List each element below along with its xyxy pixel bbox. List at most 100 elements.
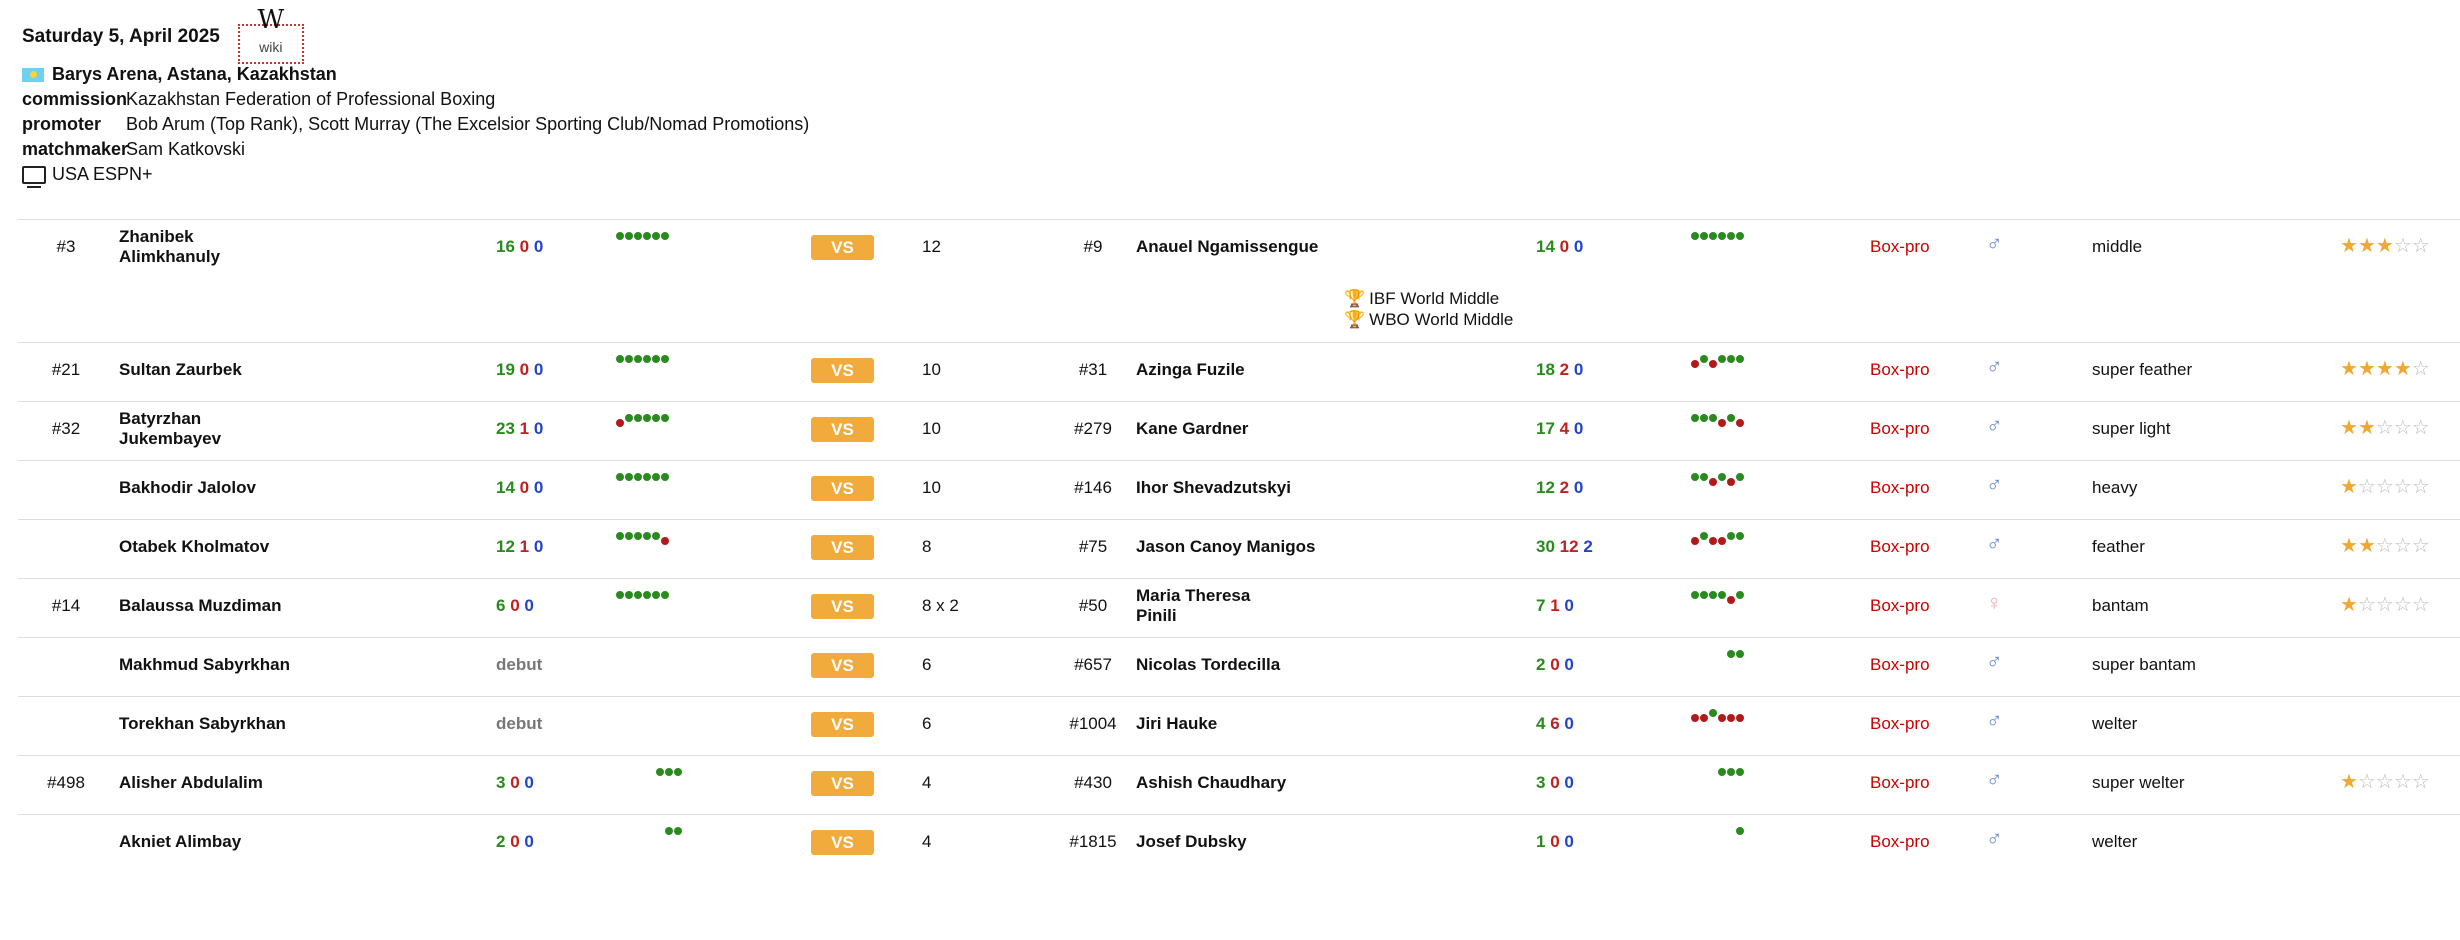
draws: 0 [1573, 478, 1584, 497]
win-dot [1709, 709, 1717, 717]
sport-link[interactable]: Box-pro [1870, 596, 1930, 615]
loss-dot [1718, 714, 1726, 722]
fighter1-name[interactable]: Akniet Alimbay [119, 832, 241, 852]
vs-button[interactable]: VS [811, 358, 874, 383]
vs-button[interactable]: VS [811, 771, 874, 796]
fighter1-name[interactable]: Sultan Zaurbek [119, 360, 242, 380]
sport-link[interactable]: Box-pro [1870, 832, 1930, 851]
win-dot [634, 473, 642, 481]
fighter2-form [1678, 650, 1744, 666]
fighter1-name[interactable]: Balaussa Muzdiman [119, 596, 282, 616]
weight-class: bantam [2092, 596, 2149, 615]
wins: 19 [496, 360, 515, 379]
fighter1-name[interactable]: Alisher Abdulalim [119, 773, 263, 793]
star-filled-icon: ★ [2357, 535, 2376, 557]
star-empty-icon: ☆ [2375, 417, 2394, 439]
wins: 4 [1536, 714, 1546, 733]
star-empty-icon: ☆ [2393, 771, 2412, 793]
sport-link[interactable]: Box-pro [1870, 478, 1930, 497]
sport-link[interactable]: Box-pro [1870, 237, 1930, 256]
fighter1-form [616, 232, 682, 248]
star-filled-icon: ★ [2393, 358, 2412, 380]
fighter2-name[interactable]: Ihor Shevadzutskyi [1136, 478, 1291, 498]
vs-button[interactable]: VS [811, 417, 874, 442]
fighter2-name[interactable]: Anauel Ngamissengue [1136, 237, 1318, 257]
fighter2-rank: #430 [1074, 773, 1112, 792]
fighter2-name[interactable]: Maria Theresa Pinili [1136, 586, 1250, 626]
fighter2-form [1678, 232, 1744, 248]
venue: Barys Arena, Astana, Kazakhstan [22, 62, 809, 87]
wins: 1 [1536, 832, 1546, 851]
promoter-value: Bob Arum (Top Rank), Scott Murray (The E… [126, 114, 810, 134]
fighter2-name[interactable]: Nicolas Tordecilla [1136, 655, 1280, 675]
fighter2-name-line: Maria Theresa [1136, 586, 1251, 605]
sport-link[interactable]: Box-pro [1870, 773, 1930, 792]
vs-button[interactable]: VS [811, 830, 874, 855]
star-filled-icon: ★ [2357, 235, 2376, 257]
fighter2-rank: #50 [1078, 596, 1108, 615]
sport-link[interactable]: Box-pro [1870, 537, 1930, 556]
wiki-link[interactable]: W wiki [237, 7, 304, 64]
win-dot [1727, 532, 1735, 540]
fighter2-name[interactable]: Azinga Fuzile [1136, 360, 1245, 380]
wins: 2 [1536, 655, 1546, 674]
scheduled-rounds: 10 [922, 419, 941, 438]
star-filled-icon: ★ [2340, 235, 2358, 257]
vs-button[interactable]: VS [811, 712, 874, 737]
fighter1-name-line: Zhanibek [119, 227, 194, 246]
win-dot [1691, 473, 1699, 481]
fighter1-name-line: Alisher Abdulalim [119, 773, 263, 792]
vs-button[interactable]: VS [811, 476, 874, 501]
wins: 3 [496, 773, 506, 792]
loss-dot [1709, 537, 1717, 545]
scheduled-rounds: 4 [922, 832, 932, 851]
win-dot [674, 827, 682, 835]
scheduled-rounds: 10 [922, 478, 941, 497]
fighter1-name[interactable]: Otabek Kholmatov [119, 537, 269, 557]
sport-link[interactable]: Box-pro [1870, 419, 1930, 438]
fighter2-name[interactable]: Kane Gardner [1136, 419, 1248, 439]
fighter2-name[interactable]: Ashish Chaudhary [1136, 773, 1286, 793]
win-dot [616, 355, 624, 363]
fighter1-record: 14 0 0 [496, 478, 543, 498]
fighter2-record: 1 0 0 [1536, 832, 1574, 852]
fighter2-name-line: Jiri Hauke [1136, 714, 1218, 733]
fighter1-name[interactable]: Zhanibek Alimkhanuly [119, 227, 220, 267]
weight-class: feather [2092, 537, 2145, 556]
fighter1-name[interactable]: Torekhan Sabyrkhan [119, 714, 286, 734]
sport-link[interactable]: Box-pro [1870, 655, 1930, 674]
win-dot [643, 591, 651, 599]
sport-link[interactable]: Box-pro [1870, 360, 1930, 379]
wins: 3 [1536, 773, 1546, 792]
star-filled-icon: ★ [2340, 417, 2358, 439]
fighter2-name[interactable]: Jason Canoy Manigos [1136, 537, 1315, 557]
fighter1-debut: debut [496, 655, 543, 674]
draws: 0 [533, 419, 544, 438]
loss-dot [616, 419, 624, 427]
win-dot [1727, 650, 1735, 658]
fighter2-name[interactable]: Jiri Hauke [1136, 714, 1217, 734]
fighter1-record: 3 0 0 [496, 773, 534, 793]
fighter2-name[interactable]: Josef Dubsky [1136, 832, 1247, 852]
win-dot [1718, 355, 1726, 363]
fighter1-name[interactable]: Bakhodir Jalolov [119, 478, 256, 498]
fighter1-record: 19 0 0 [496, 360, 543, 380]
star-empty-icon: ☆ [2375, 476, 2394, 498]
win-dot [1736, 591, 1744, 599]
star-empty-icon: ☆ [2411, 594, 2430, 616]
vs-button[interactable]: VS [811, 653, 874, 678]
draws: 0 [533, 537, 544, 556]
vs-button[interactable]: VS [811, 535, 874, 560]
win-dot [1736, 650, 1744, 658]
fighter1-record: 2 0 0 [496, 832, 534, 852]
fighter1-debut: debut [496, 714, 543, 733]
win-dot [1700, 473, 1708, 481]
vs-button[interactable]: VS [811, 594, 874, 619]
vs-button[interactable]: VS [811, 235, 874, 260]
rating-stars: ★★★☆☆ [2340, 233, 2430, 258]
scheduled-rounds: 6 [922, 714, 932, 733]
fighter1-name[interactable]: Makhmud Sabyrkhan [119, 655, 290, 675]
fighter1-name[interactable]: Batyrzhan Jukembayev [119, 409, 221, 449]
sport-link[interactable]: Box-pro [1870, 714, 1930, 733]
star-filled-icon: ★ [2340, 594, 2358, 616]
